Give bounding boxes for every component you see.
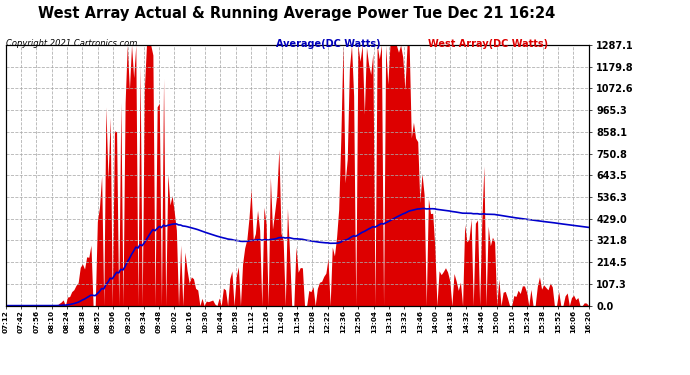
Text: West Array Actual & Running Average Power Tue Dec 21 16:24: West Array Actual & Running Average Powe… xyxy=(38,6,555,21)
Text: Copyright 2021 Cartronics.com: Copyright 2021 Cartronics.com xyxy=(6,39,137,48)
Text: West Array(DC Watts): West Array(DC Watts) xyxy=(428,39,548,50)
Text: Average(DC Watts): Average(DC Watts) xyxy=(276,39,381,50)
